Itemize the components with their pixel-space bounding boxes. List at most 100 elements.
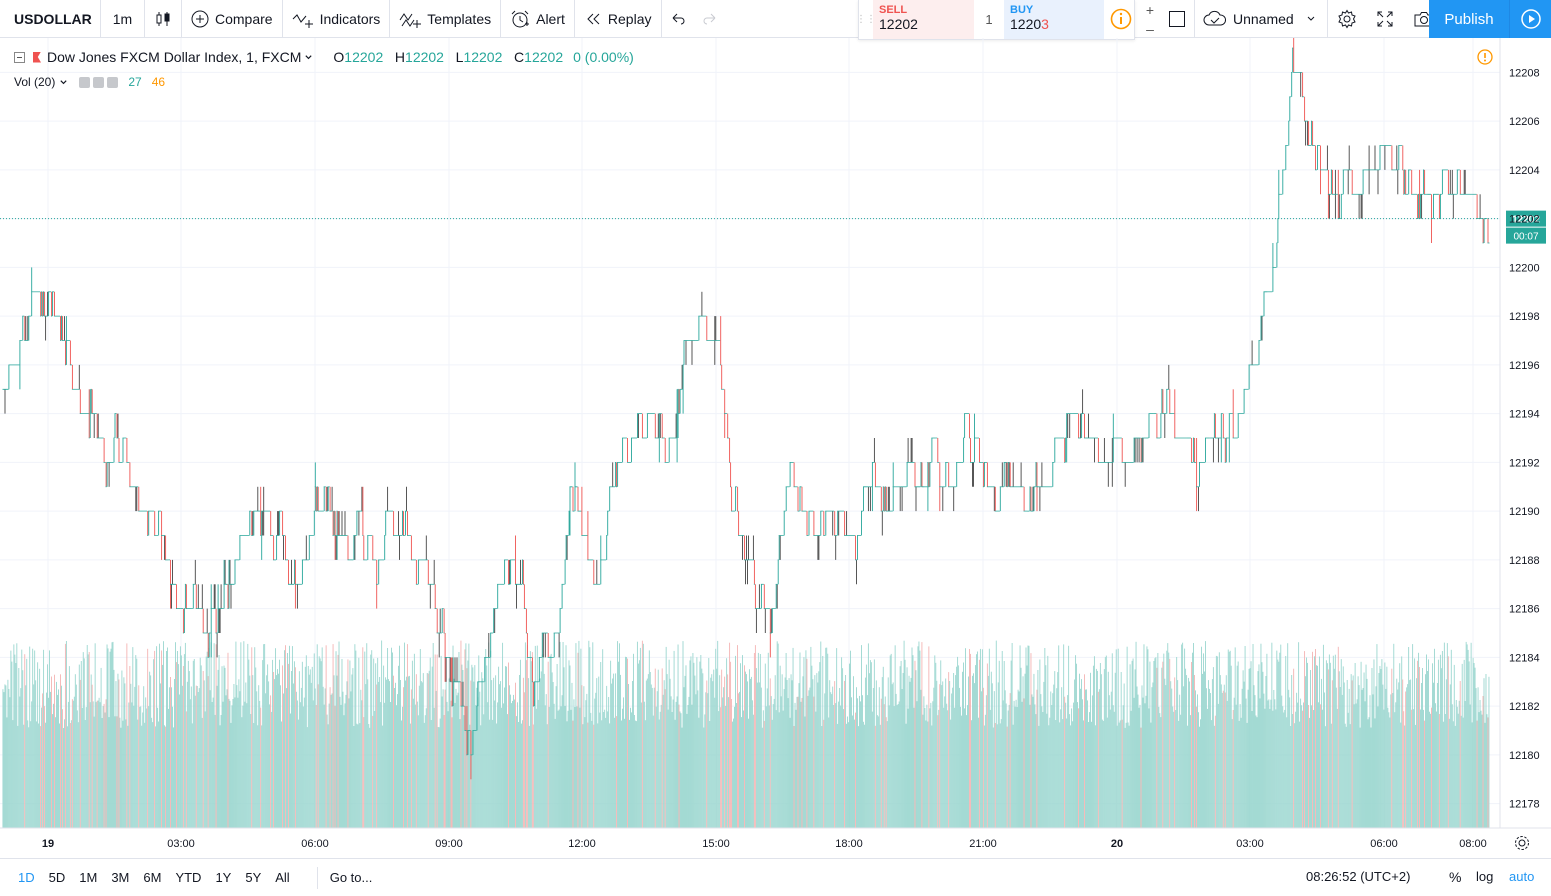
redo-button[interactable]	[694, 0, 726, 38]
volume-bar	[851, 697, 852, 828]
volume-bar	[230, 722, 232, 828]
volume-bar	[276, 675, 277, 828]
gear-icon[interactable]	[93, 76, 105, 88]
eye-icon[interactable]	[79, 76, 91, 88]
volume-bar	[1147, 649, 1149, 828]
volume-bar	[10, 650, 12, 828]
volume-bar	[1034, 704, 1036, 828]
volume-bar	[329, 687, 331, 828]
volume-title[interactable]: Vol (20)	[14, 75, 56, 89]
volume-bar	[856, 687, 857, 828]
indicators-button[interactable]: Indicators	[283, 0, 391, 38]
range-ytd[interactable]: YTD	[175, 870, 202, 885]
templates-button[interactable]: Templates	[390, 0, 502, 38]
volume-bar	[244, 701, 246, 828]
alert-button[interactable]: Alert	[501, 0, 575, 38]
publish-button[interactable]: Publish	[1429, 0, 1509, 38]
volume-bar	[852, 715, 853, 828]
volume-bar	[93, 716, 95, 828]
warning-icon[interactable]	[1477, 49, 1493, 70]
chevron-down-icon[interactable]	[59, 78, 68, 87]
price-tick-label: 12178	[1509, 799, 1540, 811]
date-range-selector: 1D 5D 1M 3M 6M YTD 1Y 5Y All	[11, 870, 297, 885]
volume-bar	[288, 663, 289, 828]
range-1y[interactable]: 1Y	[215, 870, 232, 885]
volume-bar	[814, 675, 816, 828]
flag-icon[interactable]	[33, 51, 41, 63]
range-6m[interactable]: 6M	[143, 870, 162, 885]
minus-icon[interactable]: –	[1146, 20, 1154, 37]
volume-bar	[1422, 668, 1423, 828]
series-title[interactable]: Dow Jones FXCM Dollar Index, 1, FXCM	[47, 49, 302, 65]
chart-type-button[interactable]	[145, 0, 182, 38]
range-all[interactable]: All	[275, 870, 290, 885]
volume-bar	[598, 676, 600, 828]
log-scale-toggle[interactable]: log	[1476, 869, 1494, 884]
volume-bar	[938, 709, 940, 828]
snapshot-button[interactable]	[1404, 10, 1444, 28]
fullscreen-toggle-button[interactable]	[1160, 10, 1194, 28]
symbol-search-button[interactable]: USDOLLAR	[0, 0, 101, 38]
auto-scale-toggle[interactable]: auto	[1509, 869, 1535, 884]
volume-bar	[500, 681, 502, 828]
price-axis[interactable]: 1217812180121821218412186121881219012192…	[1499, 38, 1540, 828]
volume-bar	[195, 685, 197, 828]
axis-settings-icon[interactable]	[1515, 836, 1529, 850]
volume-bar	[387, 648, 389, 828]
collapse-legend-icon[interactable]	[14, 51, 25, 63]
interval-button[interactable]: 1m	[101, 0, 145, 38]
replay-button[interactable]: Replay	[575, 0, 662, 38]
volume-bar	[99, 702, 101, 828]
plus-icon[interactable]: +	[1145, 1, 1155, 18]
volume-bar	[364, 651, 366, 828]
volume-bar	[134, 686, 136, 828]
volume-bar	[133, 705, 135, 828]
volume-bar	[985, 695, 987, 828]
info-warning-icon[interactable]	[1110, 8, 1132, 35]
undo-button[interactable]	[662, 0, 694, 38]
layout-menu-button[interactable]: Unnamed	[1194, 0, 1328, 38]
volume-bar	[906, 667, 908, 828]
percent-scale-toggle[interactable]: %	[1449, 869, 1462, 885]
compare-button[interactable]: Compare	[182, 0, 283, 38]
volume-bar	[110, 648, 112, 828]
volume-bar	[610, 660, 612, 828]
volume-bar	[1108, 695, 1110, 828]
volume-bar	[1424, 720, 1425, 828]
play-circle-icon	[1520, 9, 1541, 29]
volume-bar	[281, 721, 282, 828]
volume-bar	[694, 675, 696, 828]
range-5y[interactable]: 5Y	[245, 870, 262, 885]
volume-bar	[251, 647, 253, 828]
clock-timezone[interactable]: 08:26:52 (UTC+2)	[1306, 869, 1411, 884]
volume-bar	[931, 725, 933, 828]
volume-bar	[1082, 699, 1083, 828]
drag-handle-icon[interactable]: ⋮⋮	[856, 14, 876, 25]
volume-bar	[72, 700, 74, 828]
volume-bar	[305, 655, 307, 828]
stream-button[interactable]	[1509, 0, 1551, 38]
volume-bar	[1055, 720, 1057, 828]
range-1d[interactable]: 1D	[18, 870, 35, 885]
range-3m[interactable]: 3M	[111, 870, 130, 885]
volume-bar	[936, 680, 938, 828]
time-axis[interactable]: 19 03:00 06:00 09:00 12:00 15:00 18:00 21:00 20 0…	[0, 827, 1551, 850]
settings-button[interactable]	[1328, 9, 1366, 29]
volume-bar	[554, 718, 556, 828]
fullscreen-button[interactable]	[1366, 10, 1404, 28]
chevron-down-icon[interactable]	[304, 53, 313, 62]
volume-bar	[1341, 694, 1343, 828]
quantity-field[interactable]: 1	[985, 12, 993, 27]
sell-button[interactable]: SELL 12202	[873, 0, 974, 39]
buy-button[interactable]: BUY 12203	[1004, 0, 1104, 39]
go-to-date-button[interactable]: Go to...	[316, 866, 372, 889]
range-5d[interactable]: 5D	[48, 870, 66, 885]
range-1m[interactable]: 1M	[79, 870, 98, 885]
close-icon[interactable]	[107, 76, 119, 88]
volume-bar	[1433, 682, 1434, 828]
volume-bar	[1334, 654, 1336, 828]
volume-bar	[341, 659, 343, 828]
volume-bar	[1071, 708, 1073, 828]
volume-bar	[616, 716, 618, 828]
